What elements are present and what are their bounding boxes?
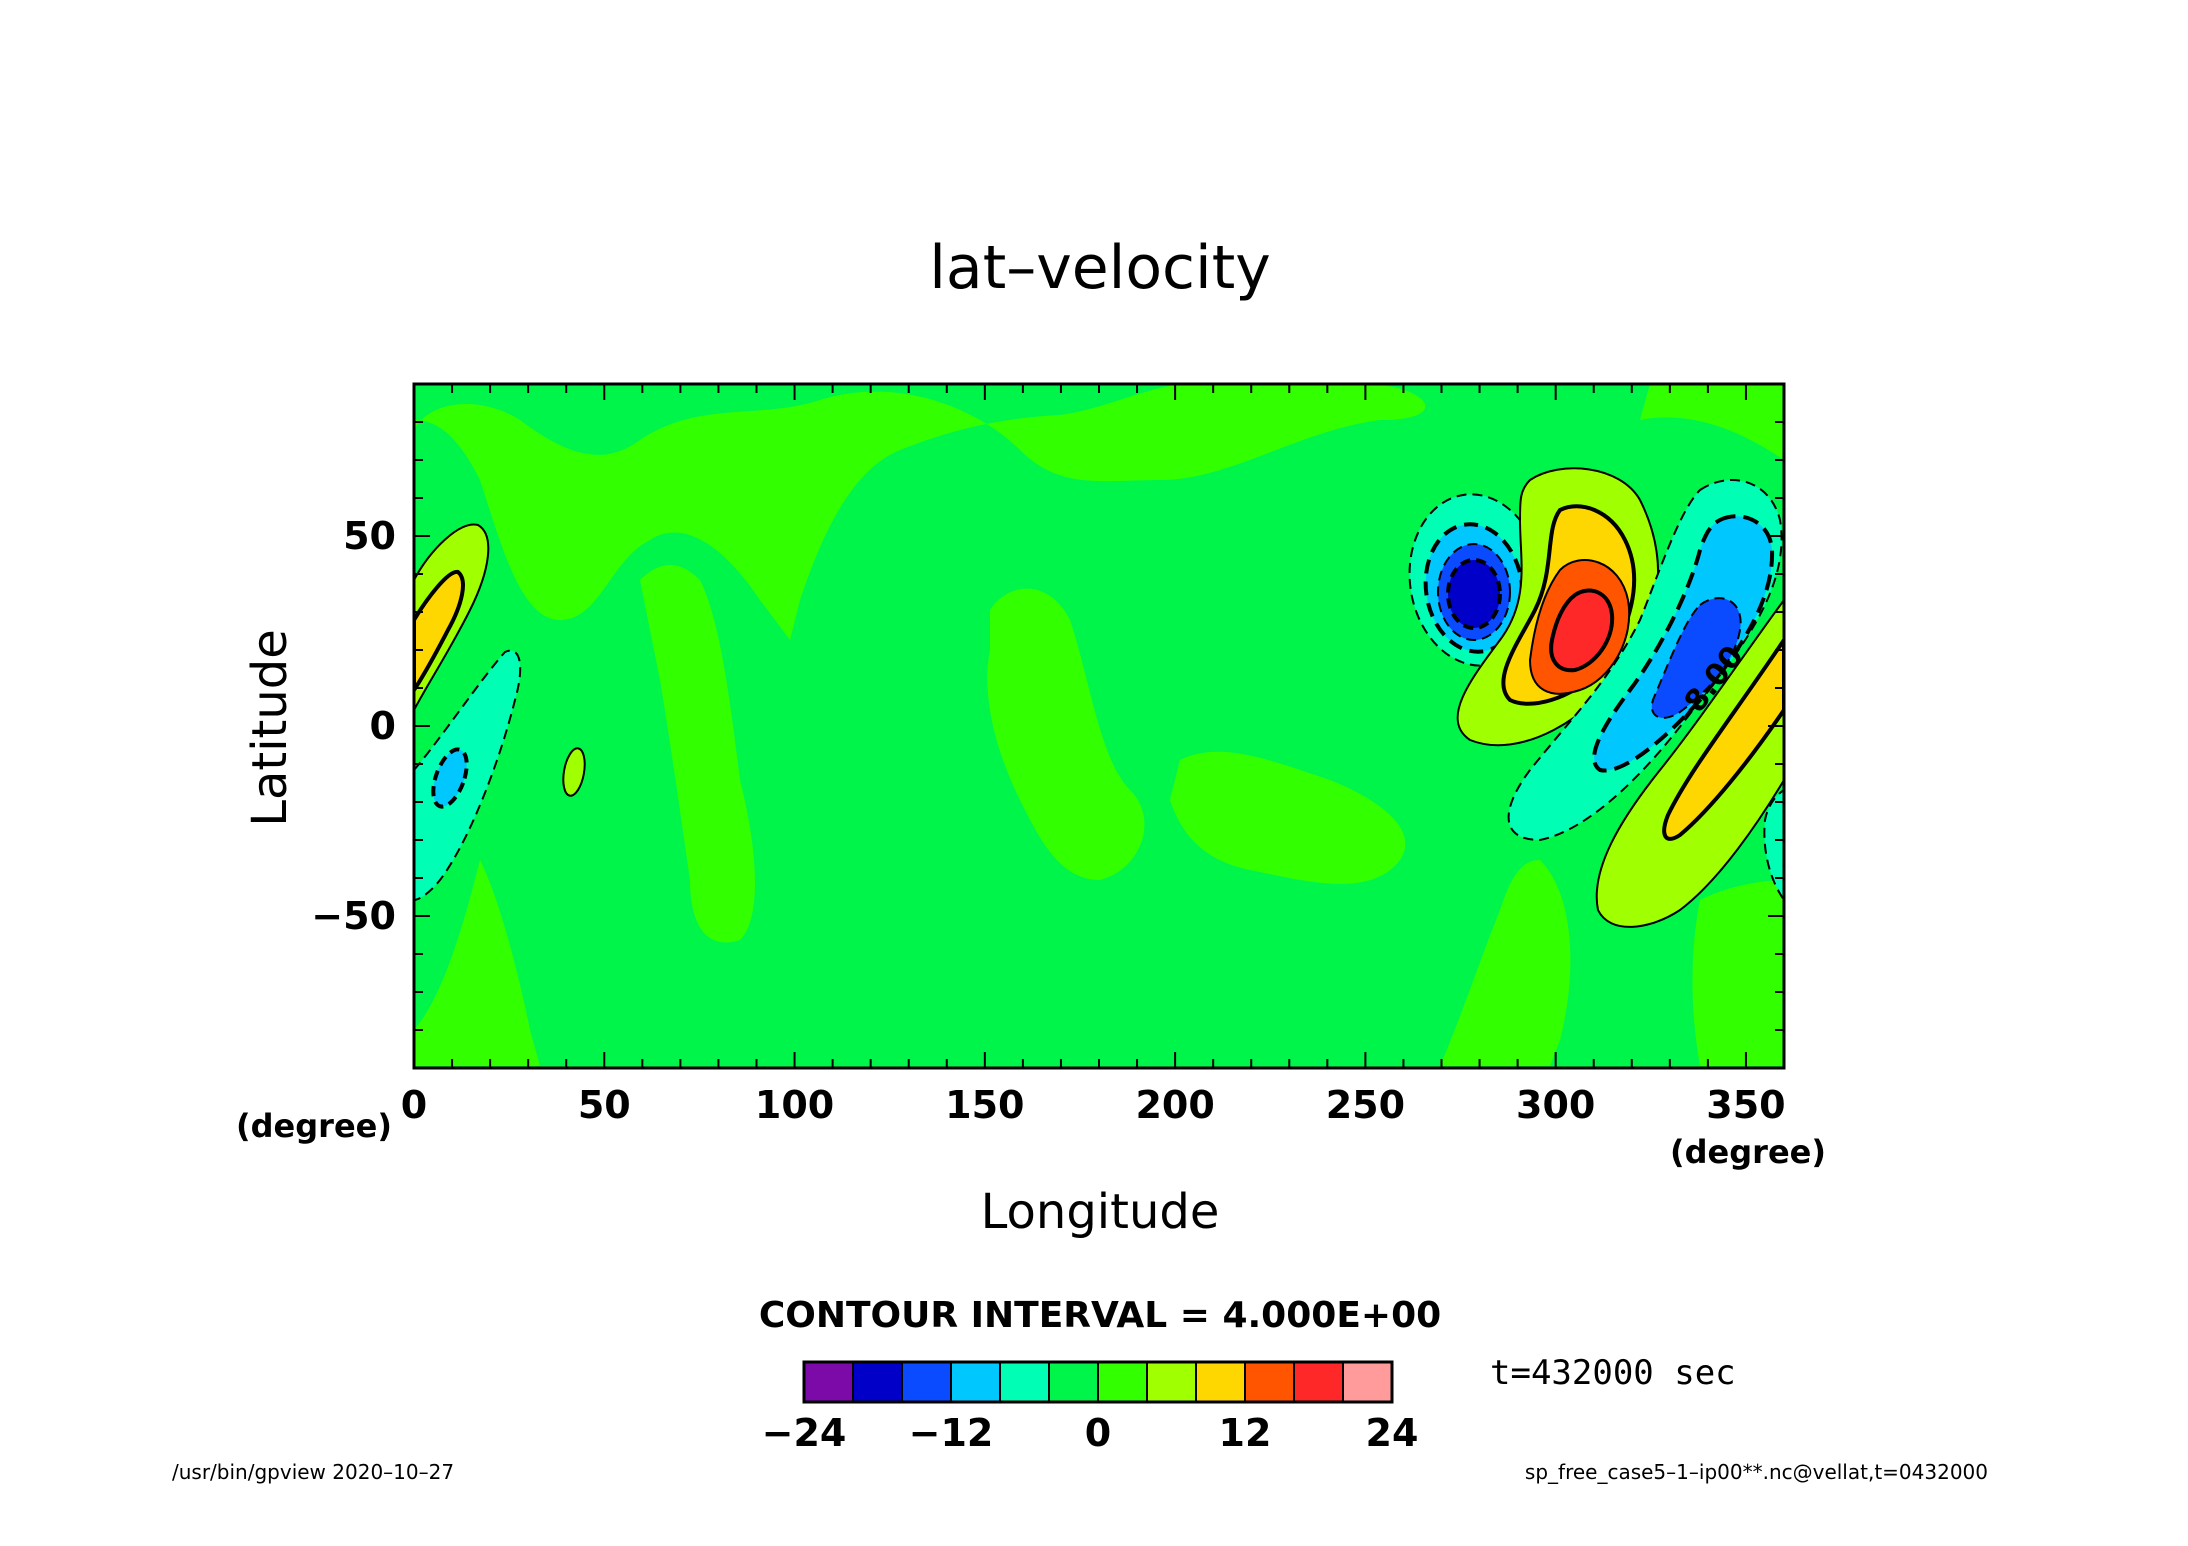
colorbar-swatch — [803, 1361, 854, 1403]
y-axis-title: Latitude — [242, 629, 298, 827]
colorbar-tick-label: 24 — [1366, 1411, 1419, 1455]
x-tick-label: 350 — [1706, 1083, 1785, 1127]
band-positive-lower — [414, 860, 540, 1066]
west-neg-level-8 — [431, 747, 469, 809]
x-tick-label: 200 — [1135, 1083, 1214, 1127]
west-pos-small — [562, 747, 586, 797]
colorbar-swatch — [1048, 1361, 1099, 1403]
colorbar-swatch — [1293, 1361, 1344, 1403]
west-pos-level-8 — [414, 570, 465, 694]
background-bands — [414, 384, 1784, 1066]
band-positive-south — [1170, 751, 1406, 884]
x-tick-label: 0 — [401, 1083, 427, 1127]
x-tick-label: 150 — [945, 1083, 1024, 1127]
chart-title: lat–velocity — [929, 233, 1270, 303]
colorbar-labels: −24 −12 0 12 24 — [762, 1411, 1419, 1455]
time-label: t=432000 sec — [1490, 1353, 1736, 1393]
x-tick-label: 100 — [755, 1083, 834, 1127]
colorbar-swatch — [1097, 1361, 1148, 1403]
x-tick-label: 250 — [1326, 1083, 1405, 1127]
colorbar-swatch — [852, 1361, 903, 1403]
east-wave-train — [1408, 467, 1784, 928]
colorbar-swatch — [950, 1361, 1001, 1403]
neg-edge-patch — [1763, 788, 1784, 902]
colorbar-swatch — [999, 1361, 1050, 1403]
axis-ticks — [413, 384, 1785, 1068]
band-positive-ne — [1640, 384, 1784, 460]
y-tick-label: −50 — [311, 894, 396, 938]
footer-left: /usr/bin/gpview 2020–10–27 — [172, 1460, 454, 1484]
colorbar-tick-label: 0 — [1085, 1411, 1111, 1455]
neg-vortex-level-16 — [1446, 558, 1502, 630]
colorbar-tick-label: −24 — [762, 1411, 847, 1455]
west-wave-train — [414, 523, 586, 902]
colorbar-tick-label: −12 — [909, 1411, 994, 1455]
colorbar-swatch — [1195, 1361, 1246, 1403]
colorbar-swatch — [1244, 1361, 1295, 1403]
colorbar-swatch — [1342, 1361, 1393, 1403]
contour-interval-label: CONTOUR INTERVAL = 4.000E+00 — [759, 1295, 1441, 1336]
y-tick-labels: −50 0 50 — [311, 514, 396, 938]
x-unit-right: (degree) — [1670, 1133, 1826, 1171]
plot-area: -8.00 — [414, 384, 1784, 1068]
neg-band-level-12 — [1650, 597, 1742, 719]
band-positive-corner — [1692, 880, 1784, 1066]
colorbar-frame — [802, 1360, 1394, 1404]
footer-right: sp_free_case5–1–ip00**.nc@vellat,t=04320… — [1525, 1460, 1988, 1484]
colorbar-swatch — [1146, 1361, 1197, 1403]
band-positive-center — [640, 565, 755, 943]
pos-band-level-8 — [1662, 636, 1784, 841]
colorbar-swatch — [901, 1361, 952, 1403]
pos-band-level-4 — [1595, 598, 1784, 928]
x-tick-label: 300 — [1516, 1083, 1595, 1127]
band-positive-east — [1440, 860, 1571, 1066]
band-positive-mid — [987, 588, 1145, 880]
y-tick-label: 50 — [343, 514, 396, 558]
colorbar-tick-label: 12 — [1219, 1411, 1272, 1455]
x-tick-label: 50 — [578, 1083, 631, 1127]
x-tick-labels: 0 50 100 150 200 250 300 350 — [401, 1083, 1786, 1127]
band-positive-north — [414, 384, 1426, 640]
x-axis-title: Longitude — [981, 1184, 1220, 1240]
colorbar — [802, 1360, 1394, 1404]
x-unit-left: (degree) — [236, 1107, 392, 1145]
pos-vortex-level-16 — [1549, 588, 1615, 673]
y-tick-label: 0 — [370, 704, 396, 748]
